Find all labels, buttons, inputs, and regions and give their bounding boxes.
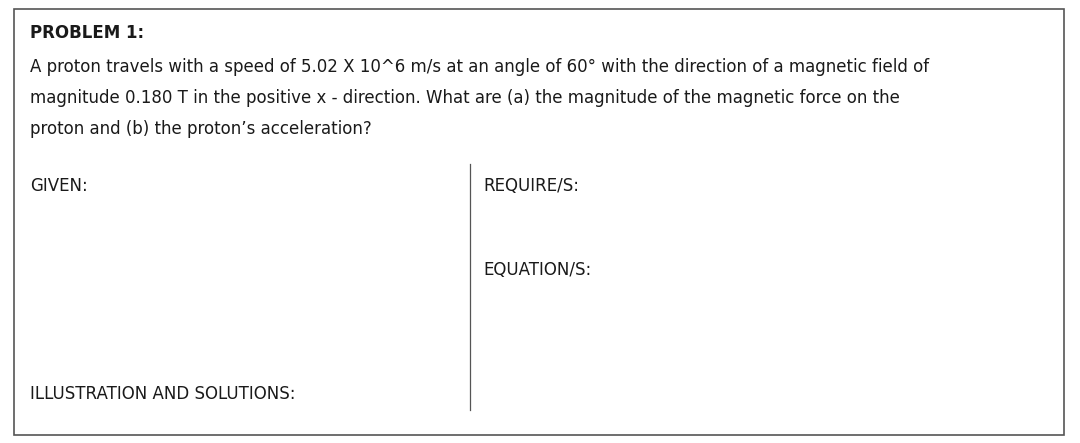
- Text: EQUATION/S:: EQUATION/S:: [484, 261, 592, 280]
- Text: A proton travels with a speed of 5.02 X 10^6 m/s at an angle of 60° with the dir: A proton travels with a speed of 5.02 X …: [30, 58, 930, 76]
- Text: REQUIRE/S:: REQUIRE/S:: [484, 177, 580, 195]
- Text: magnitude 0.180 T in the positive x - direction. What are (a) the magnitude of t: magnitude 0.180 T in the positive x - di…: [30, 89, 900, 107]
- Text: PROBLEM 1:: PROBLEM 1:: [30, 24, 145, 43]
- Text: proton and (b) the proton’s acceleration?: proton and (b) the proton’s acceleration…: [30, 120, 372, 138]
- Text: GIVEN:: GIVEN:: [30, 177, 87, 195]
- Text: ILLUSTRATION AND SOLUTIONS:: ILLUSTRATION AND SOLUTIONS:: [30, 385, 296, 404]
